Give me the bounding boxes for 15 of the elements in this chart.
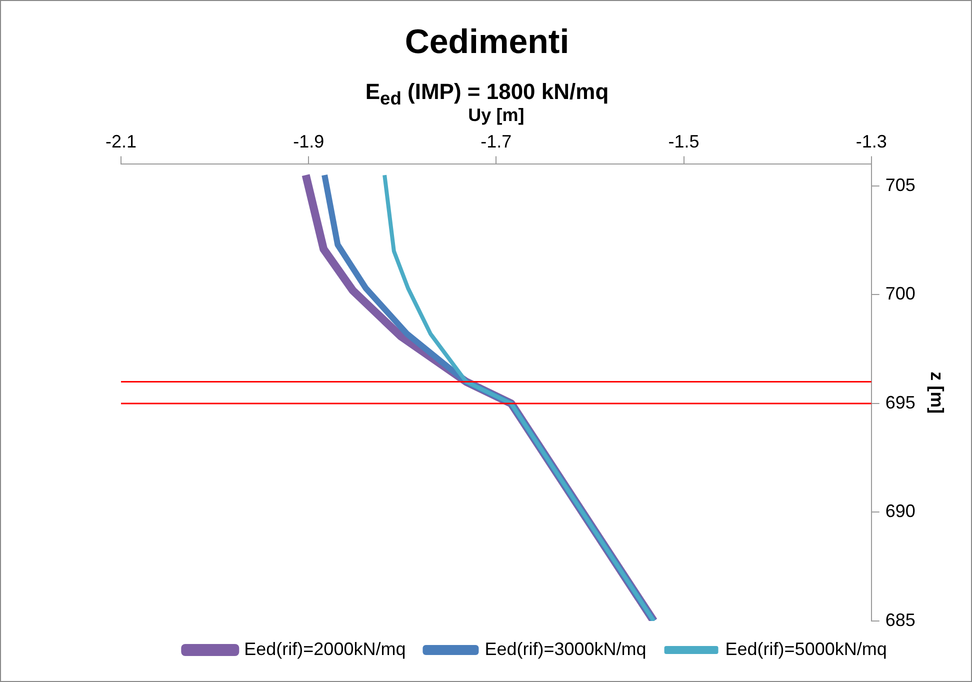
chart-title: Cedimenti: [404, 23, 570, 62]
y-axis-title: z [m]: [927, 372, 948, 414]
x-tick-label: -1.7: [480, 131, 512, 152]
x-tick-label: -1.5: [668, 131, 700, 152]
x-tick-label: -1.3: [856, 131, 887, 152]
y-tick-label: 700: [885, 284, 916, 304]
legend-label: Eed(rif)=5000kN/mq: [725, 638, 887, 659]
y-tick-label: 705: [885, 174, 916, 195]
legend-label: Eed(rif)=2000kN/mq: [244, 638, 406, 659]
legend-label: Eed(rif)=3000kN/mq: [484, 638, 646, 659]
x-tick-label: -1.9: [293, 131, 324, 152]
x-tick-label: -2.1: [105, 131, 137, 152]
y-tick-label: 690: [885, 501, 916, 522]
y-tick-label: 685: [885, 610, 916, 630]
y-tick-label: 695: [885, 392, 916, 412]
